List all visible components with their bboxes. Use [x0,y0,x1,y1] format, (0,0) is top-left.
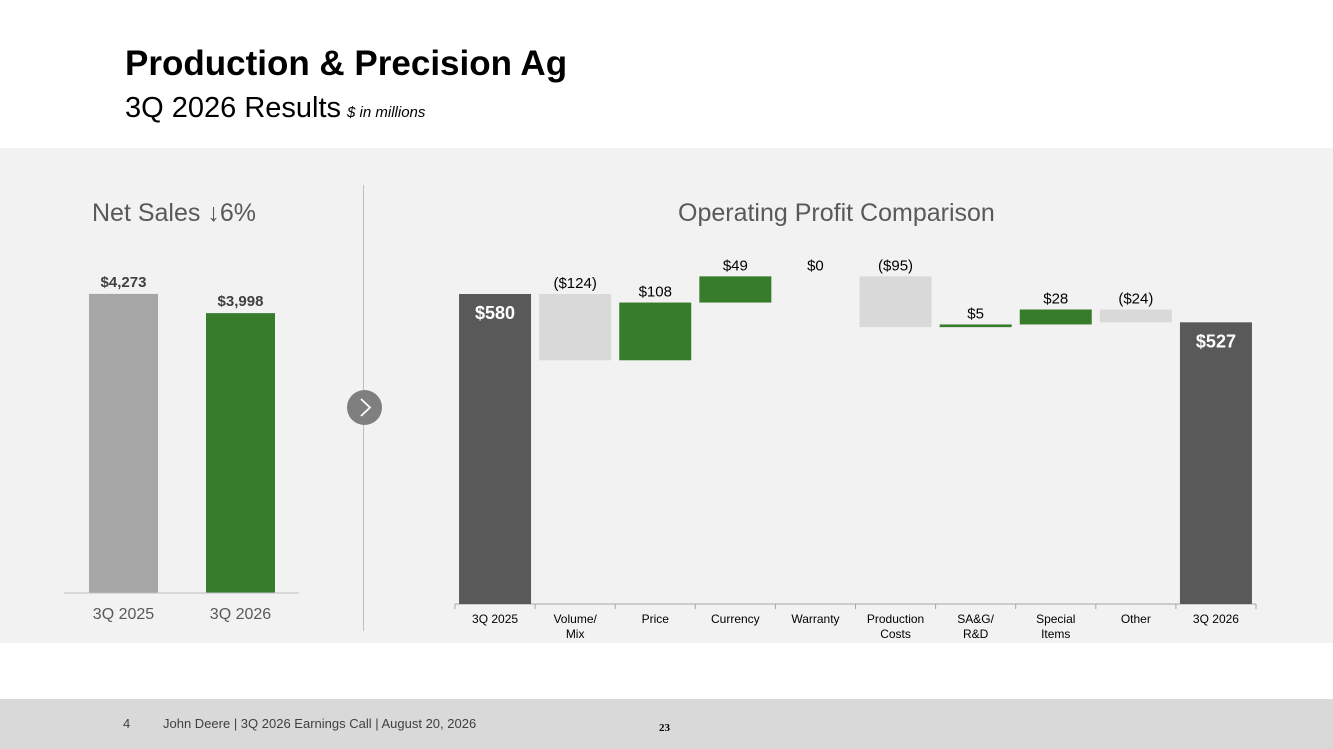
waterfall-delta-label: $0 [807,257,824,274]
page-subtitle: 3Q 2026 Results $ in millions [125,92,425,125]
waterfall-delta-label: ($24) [1118,291,1153,308]
net-sales-category-label: 3Q 2025 [93,606,154,623]
units-note: $ in millions [347,104,426,121]
net-sales-title: Net Sales ↓6% [92,199,256,227]
waterfall-delta-label: $49 [723,257,748,274]
waterfall-total-bar [459,294,532,604]
waterfall-delta-bar [699,276,772,303]
waterfall-category-label: Mix [566,627,585,641]
waterfall-category-label: R&D [963,627,989,641]
net-sales-value-label: $4,273 [101,274,147,291]
waterfall-category-label: Items [1041,627,1070,641]
waterfall-category-label: SA&G/ [957,612,994,626]
waterfall-category-label: Volume/ [553,612,597,626]
subtitle-text: 3Q 2026 Results [125,92,342,124]
waterfall-delta-bar [1099,309,1172,323]
waterfall-category-label: 3Q 2026 [1193,612,1239,626]
waterfall-category-label: Costs [880,627,911,641]
waterfall-total-label: $527 [1196,331,1236,351]
waterfall-total-label: $580 [475,303,515,323]
net-sales-bar [206,313,275,593]
waterfall-category-label: Other [1121,612,1151,626]
waterfall-delta-bar [619,302,692,361]
footer-text: John Deere | 3Q 2026 Earnings Call | Aug… [163,716,477,731]
waterfall-total-bar [1179,322,1252,604]
waterfall-category-label: Currency [711,612,760,626]
waterfall-category-label: 3Q 2025 [472,612,518,626]
waterfall-category-label: Warranty [791,612,839,626]
net-sales-value-label: $3,998 [218,293,264,310]
net-sales-category-label: 3Q 2026 [210,606,271,623]
waterfall-delta-label: $28 [1043,291,1068,308]
waterfall-delta-bar [939,324,1012,328]
operating-profit-title: Operating Profit Comparison [678,199,995,227]
waterfall-delta-bar [1019,309,1092,325]
slide-number: 23 [659,722,670,734]
waterfall-delta-label: $108 [639,284,672,301]
chevron-right-icon [347,390,382,425]
net-sales-bar [89,293,158,593]
waterfall-delta-label: $5 [967,305,984,322]
waterfall-delta-bar [539,294,612,361]
footer-bar [0,699,1333,749]
waterfall-delta-label: ($95) [878,257,913,274]
waterfall-category-label: Production [867,612,924,626]
footer-page-number: 4 [123,716,131,731]
page-title: Production & Precision Ag [125,44,568,83]
waterfall-delta-label: ($124) [553,275,596,292]
waterfall-category-label: Special [1036,612,1075,626]
waterfall-delta-bar [859,276,932,328]
waterfall-category-label: Price [642,612,670,626]
